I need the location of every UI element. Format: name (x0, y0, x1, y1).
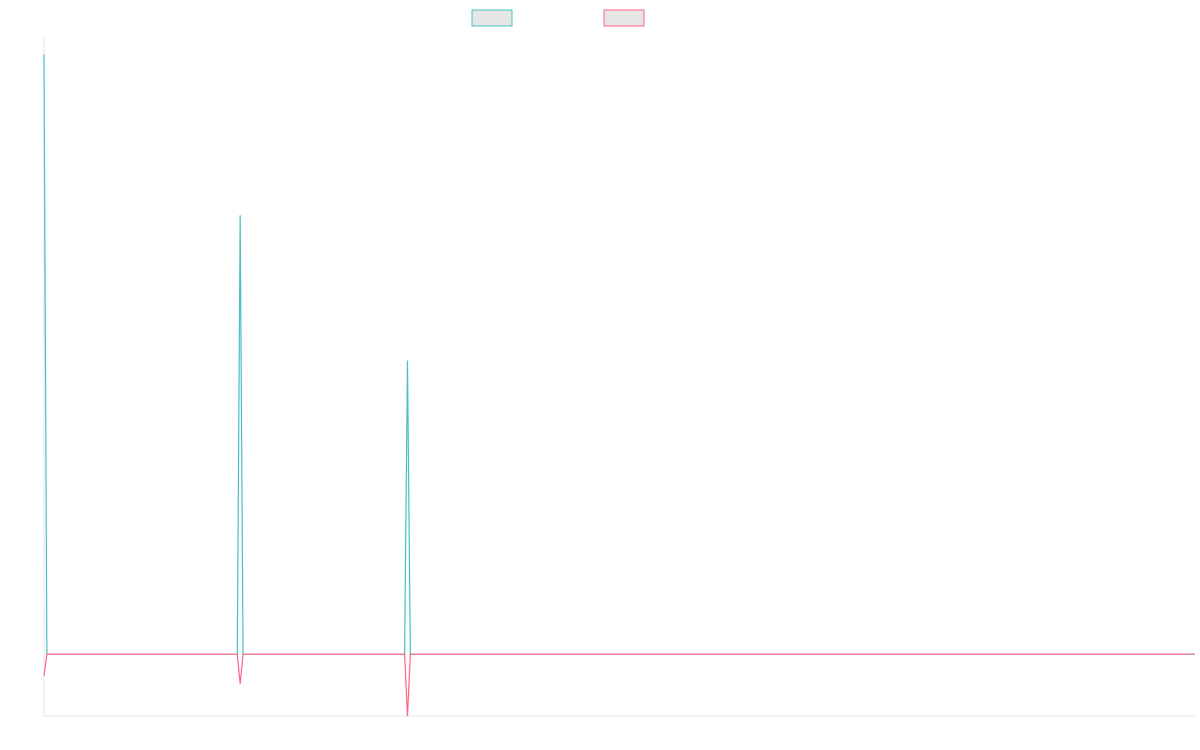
axes (43, 36, 1195, 717)
series-line-1 (43, 54, 1195, 655)
legend-swatch-1 (471, 9, 513, 27)
series-line-2 (43, 653, 1195, 717)
legend-swatch-2 (603, 9, 645, 27)
legend (471, 9, 645, 27)
series-group (43, 54, 1195, 717)
